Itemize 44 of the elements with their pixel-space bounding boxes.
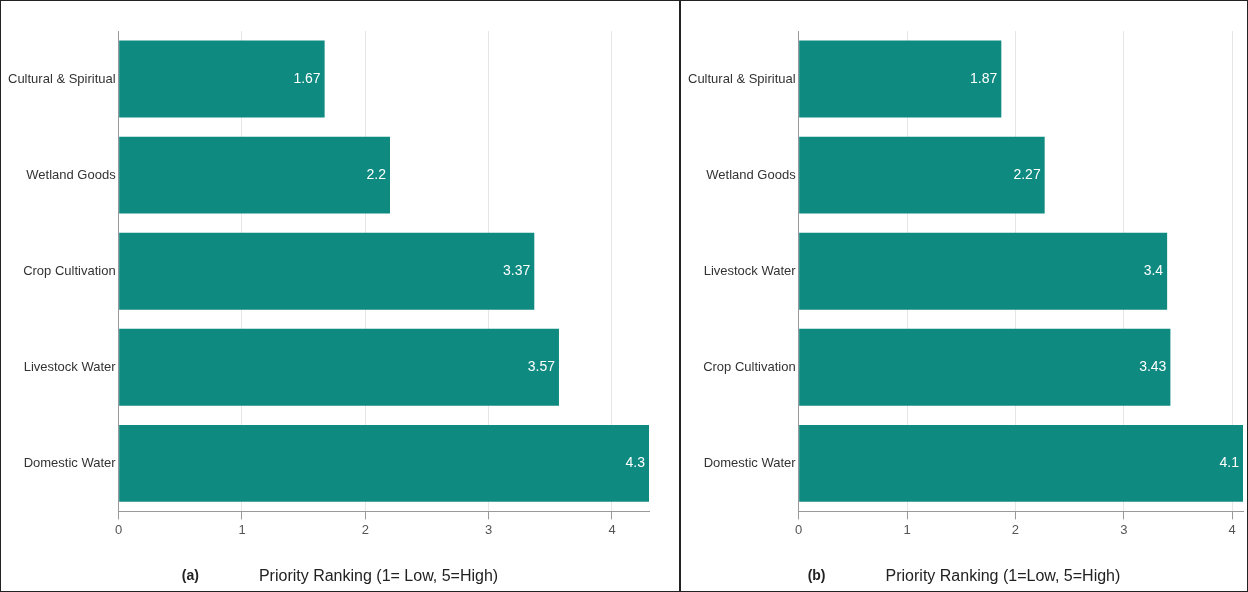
x-tick-label: 3 xyxy=(485,521,493,537)
y-tick-label: Cultural & Spiritual xyxy=(8,70,116,86)
bar xyxy=(119,232,535,310)
y-tick-label: Livestock Water xyxy=(703,262,797,278)
x-tick-label: 0 xyxy=(795,521,803,537)
bar xyxy=(799,232,1168,310)
data-label: 2.2 xyxy=(366,165,387,182)
x-tick-label: 2 xyxy=(1011,521,1020,537)
bar xyxy=(799,40,1002,118)
data-label: 4.1 xyxy=(1219,454,1240,471)
x-tick-label: 3 xyxy=(1120,521,1128,537)
y-tick-label: Wetland Goods xyxy=(706,166,797,182)
y-tick-label: Domestic Water xyxy=(703,454,797,470)
y-tick-label: Crop Cultivation xyxy=(703,358,796,374)
x-tick-label: 4 xyxy=(1228,521,1236,537)
bar xyxy=(119,424,649,502)
text: (b) xyxy=(807,567,826,585)
x-tick-label: 4 xyxy=(608,521,616,537)
bar xyxy=(799,136,1045,214)
y-tick-label: Crop Cultivation xyxy=(23,262,116,278)
x-tick-label: 2 xyxy=(361,521,369,537)
bar xyxy=(799,328,1171,406)
y-tick-label: Livestock Water xyxy=(23,358,117,374)
data-label: 3.43 xyxy=(1139,358,1167,375)
bar xyxy=(799,424,1243,502)
data-label: 2.27 xyxy=(1013,165,1041,182)
bar xyxy=(119,40,325,118)
bar xyxy=(119,328,559,406)
data-label: 3.57 xyxy=(527,358,556,375)
data-label: 1.67 xyxy=(293,69,321,86)
data-label: 4.3 xyxy=(625,454,646,471)
y-tick-label: Wetland Goods xyxy=(26,166,117,182)
x-tick-label: 1 xyxy=(238,521,246,537)
data-label: 3.37 xyxy=(503,262,531,279)
x-axis-title: Priority Ranking (1= Low, 5=High) xyxy=(258,567,499,585)
y-tick-label: Domestic Water xyxy=(23,454,117,470)
data-label: 3.4 xyxy=(1143,262,1164,279)
bar xyxy=(119,136,390,214)
x-tick-label: 1 xyxy=(903,521,911,537)
x-tick-label: 0 xyxy=(115,521,123,537)
data-label: 1.87 xyxy=(970,69,998,86)
x-axis-title: Priority Ranking (1=Low, 5=High) xyxy=(885,567,1121,585)
y-tick-label: Cultural & Spiritual xyxy=(688,70,796,86)
text: (a) xyxy=(181,567,199,585)
